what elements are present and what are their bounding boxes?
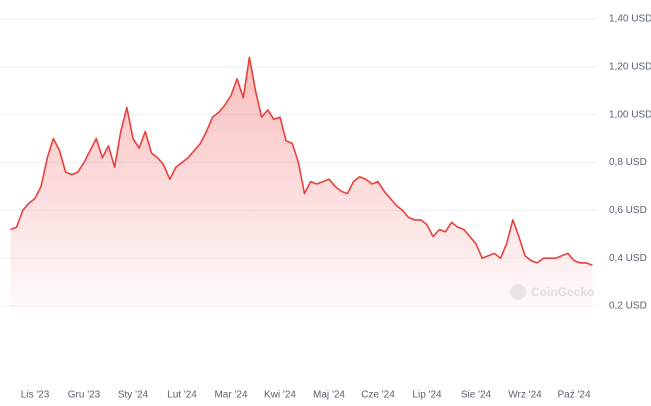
x-tick-label: Lis '23 (21, 390, 50, 401)
watermark-icon (510, 284, 526, 300)
x-tick-label: Cze '24 (361, 390, 395, 401)
area-fill (10, 57, 593, 310)
x-tick-label: Sie '24 (461, 390, 492, 401)
x-tick-label: Gru '23 (68, 390, 101, 401)
x-tick-label: Kwi '24 (264, 390, 296, 401)
x-tick-label: Mar '24 (214, 390, 247, 401)
x-tick-label: Wrz '24 (508, 390, 542, 401)
y-tick-label: 1,40 USD (609, 14, 651, 25)
y-tick-label: 0,6 USD (609, 205, 647, 216)
watermark-text: CoinGecko (531, 285, 594, 299)
x-tick-label: Sty '24 (118, 390, 149, 401)
y-tick-label: 0,4 USD (609, 253, 647, 264)
x-tick-label: Lip '24 (412, 390, 442, 401)
y-tick-label: 1,00 USD (609, 109, 651, 120)
y-tick-label: 1,20 USD (609, 61, 651, 72)
x-tick-label: Maj '24 (313, 390, 345, 401)
watermark: CoinGecko (510, 284, 594, 300)
x-tick-label: Paź '24 (557, 390, 590, 401)
y-tick-label: 0,2 USD (609, 301, 647, 312)
price-line (10, 56, 593, 267)
x-tick-label: Lut '24 (167, 390, 197, 401)
y-tick-label: 0,8 USD (609, 157, 647, 168)
